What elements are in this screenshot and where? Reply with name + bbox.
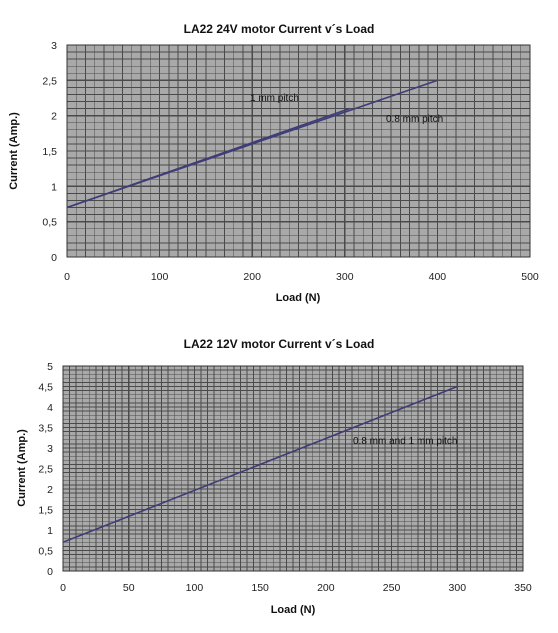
x-tick-label: 0 [60,582,66,594]
y-tick-label: 0 [47,566,53,578]
chart-1: 0 100 200 300 400 500 0 0,5 1 1,5 2 2,5 3 Load (N) Cur… [8,40,539,304]
series-annotation-1: 1 mm pitch [250,93,299,104]
y-tick-label: 2,5 [38,464,53,476]
x-tick-label: 250 [383,582,401,594]
x-tick-label: 300 [336,271,354,283]
y-tick-label: 4 [47,402,53,414]
x-tick-label: 200 [317,582,335,594]
chart-1-title: LA22 24V motor Current v´s Load [183,22,375,36]
x-tick-label: 400 [429,271,447,283]
series-annotation-2: 0.8 mm pitch [386,114,443,125]
series-annotation-1: 0.8 mm and 1 mm pitch [353,436,457,447]
chart-2-plot: 0 50 100 150 200 250 300 350 0 0,5 1 1,5 2 2,5 3 3,5 4 4,… [16,361,532,616]
x-tick-label: 50 [123,582,135,594]
x-tick-label: 200 [243,271,261,283]
plot-border [66,44,531,258]
y-axis-title: Current (Amp.) [16,429,28,507]
x-tick-label: 100 [151,271,169,283]
series-line-2 [66,79,438,209]
y-tick-label: 3,5 [38,423,53,435]
chart-2-title: LA22 12V motor Current v´s Load [183,337,375,351]
plot-border [62,365,524,572]
x-tick-label: 150 [251,582,269,594]
y-tick-label: 2,5 [42,75,57,87]
y-tick-label: 0,5 [38,546,53,558]
y-tick-label: 4,5 [38,382,53,394]
x-tick-label: 500 [521,271,539,283]
y-tick-label: 3 [51,40,57,52]
y-tick-label: 2 [47,484,53,496]
grid-lines [62,365,524,572]
y-tick-label: 1,5 [38,505,53,517]
x-tick-label: 350 [514,582,532,594]
chart-1-plot: 0 100 200 300 400 500 0 0,5 1 1,5 2 2,5 3 Load (N) Cur… [8,40,539,304]
y-tick-label: 1 [47,525,53,537]
y-tick-label: 1,5 [42,146,57,158]
series-line-1 [62,385,458,544]
x-tick-label: 0 [64,271,70,283]
y-axis-title: Current (Amp.) [8,112,20,190]
y-tick-label: 5 [47,361,53,373]
y-tick-label: 3 [47,443,53,455]
y-tick-label: 0 [51,252,57,264]
x-tick-label: 100 [186,582,204,594]
x-axis-title: Load (N) [276,292,321,304]
x-tick-label: 300 [449,582,467,594]
x-axis-title: Load (N) [271,604,316,616]
y-tick-label: 2 [51,111,57,123]
y-tick-label: 1 [51,181,57,193]
y-tick-label: 0,5 [42,217,57,229]
